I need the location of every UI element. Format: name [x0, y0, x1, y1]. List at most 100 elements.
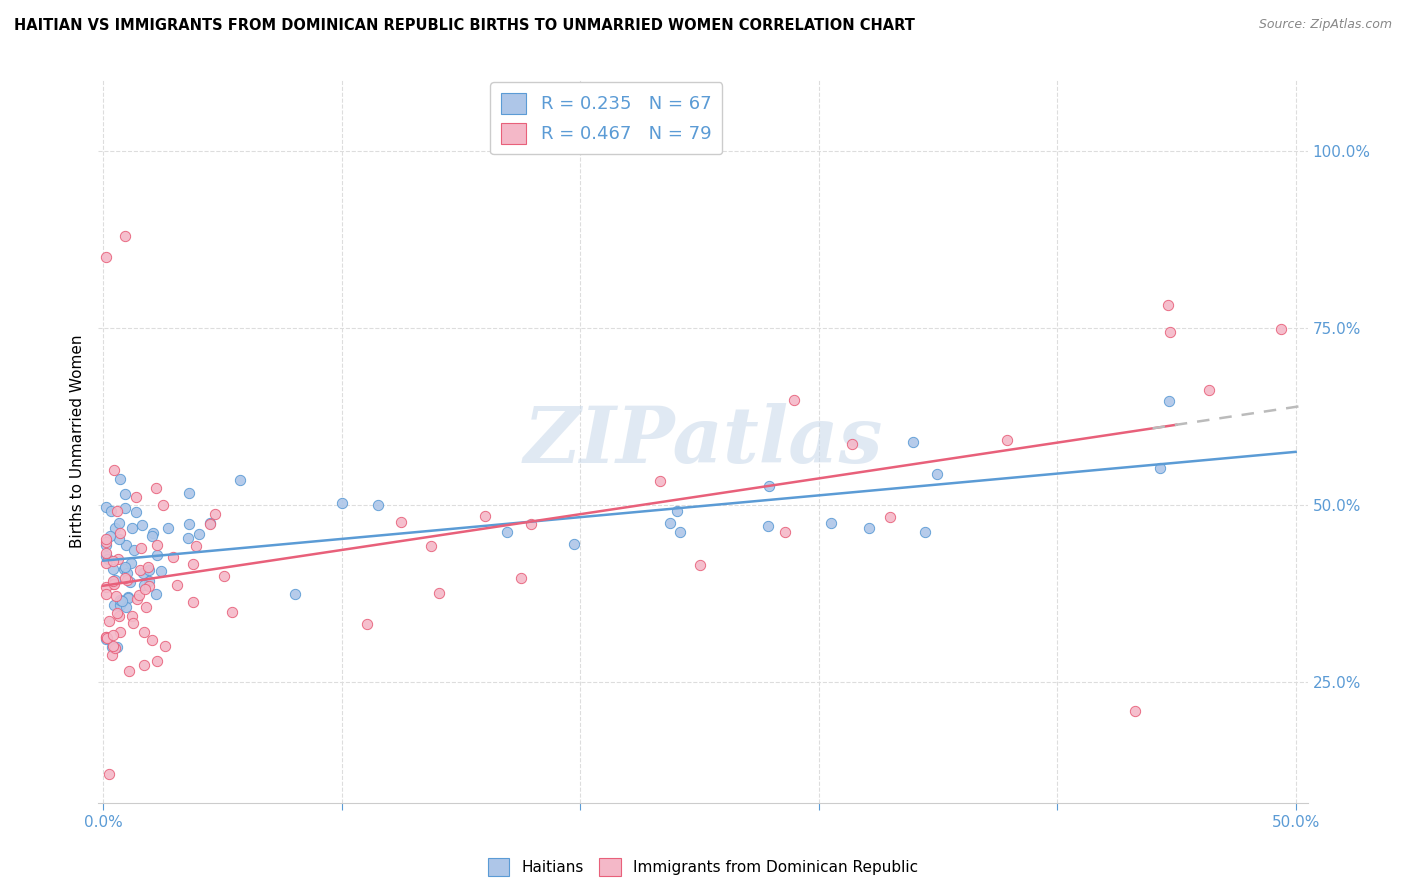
Point	[103, 639, 125, 653]
Point	[104, 521, 127, 535]
Point	[114, 486, 136, 500]
Point	[94, 538, 117, 552]
Point	[474, 508, 496, 523]
Point	[114, 571, 136, 585]
Point	[105, 640, 128, 654]
Point	[181, 595, 204, 609]
Y-axis label: Births to Unmarried Women: Births to Unmarried Women	[69, 334, 84, 549]
Point	[117, 590, 139, 604]
Point	[187, 527, 209, 541]
Point	[118, 664, 141, 678]
Point	[1123, 704, 1146, 718]
Point	[152, 498, 174, 512]
Point	[519, 517, 541, 532]
Point	[179, 517, 201, 532]
Point	[155, 640, 177, 654]
Point	[758, 479, 780, 493]
Point	[1157, 298, 1180, 312]
Point	[1270, 322, 1292, 336]
Point	[131, 517, 153, 532]
Point	[177, 485, 200, 500]
Point	[689, 558, 711, 573]
Point	[110, 598, 132, 612]
Point	[146, 538, 169, 552]
Point	[120, 556, 142, 570]
Point	[117, 566, 139, 580]
Point	[125, 592, 148, 607]
Point	[129, 563, 152, 577]
Point	[901, 434, 924, 449]
Point	[105, 606, 128, 620]
Point	[841, 437, 863, 451]
Point	[1159, 325, 1181, 339]
Point	[562, 537, 585, 551]
Point	[110, 624, 132, 639]
Point	[104, 573, 127, 587]
Point	[228, 473, 250, 487]
Point	[141, 632, 163, 647]
Point	[914, 524, 936, 539]
Point	[132, 566, 155, 581]
Point	[1149, 461, 1171, 475]
Point	[94, 580, 117, 594]
Point	[121, 608, 143, 623]
Point	[669, 525, 692, 540]
Point	[510, 571, 533, 585]
Point	[157, 521, 180, 535]
Point	[356, 617, 378, 632]
Point	[115, 600, 138, 615]
Point	[820, 516, 842, 530]
Point	[101, 562, 124, 576]
Point	[145, 481, 167, 495]
Point	[135, 600, 157, 615]
Point	[118, 574, 141, 589]
Text: ZIPatlas: ZIPatlas	[523, 403, 883, 480]
Point	[104, 589, 127, 603]
Point	[94, 500, 117, 514]
Point	[427, 586, 450, 600]
Point	[1157, 394, 1180, 409]
Point	[132, 624, 155, 639]
Point	[177, 531, 200, 545]
Point	[141, 529, 163, 543]
Point	[98, 767, 121, 781]
Point	[97, 615, 120, 629]
Point	[648, 474, 671, 488]
Point	[419, 539, 441, 553]
Point	[221, 605, 243, 619]
Point	[94, 534, 117, 549]
Point	[101, 576, 124, 591]
Point	[112, 562, 135, 576]
Point	[108, 526, 131, 541]
Point	[103, 577, 125, 591]
Point	[121, 521, 143, 535]
Point	[212, 568, 235, 582]
Point	[100, 640, 122, 654]
Point	[136, 560, 159, 574]
Point	[756, 519, 779, 533]
Point	[659, 516, 682, 530]
Point	[101, 648, 124, 663]
Point	[98, 528, 121, 542]
Point	[114, 559, 136, 574]
Point	[198, 516, 221, 531]
Point	[103, 463, 125, 477]
Point	[162, 549, 184, 564]
Point	[94, 251, 117, 265]
Text: Source: ZipAtlas.com: Source: ZipAtlas.com	[1258, 18, 1392, 31]
Point	[94, 630, 117, 644]
Point	[97, 552, 120, 566]
Point	[96, 631, 118, 645]
Point	[496, 524, 519, 539]
Point	[103, 628, 125, 642]
Point	[665, 504, 688, 518]
Point	[858, 521, 880, 535]
Point	[128, 588, 150, 602]
Point	[775, 524, 797, 539]
Point	[100, 504, 122, 518]
Point	[114, 501, 136, 516]
Point	[150, 564, 173, 578]
Point	[995, 433, 1018, 447]
Point	[204, 507, 226, 521]
Point	[138, 574, 160, 589]
